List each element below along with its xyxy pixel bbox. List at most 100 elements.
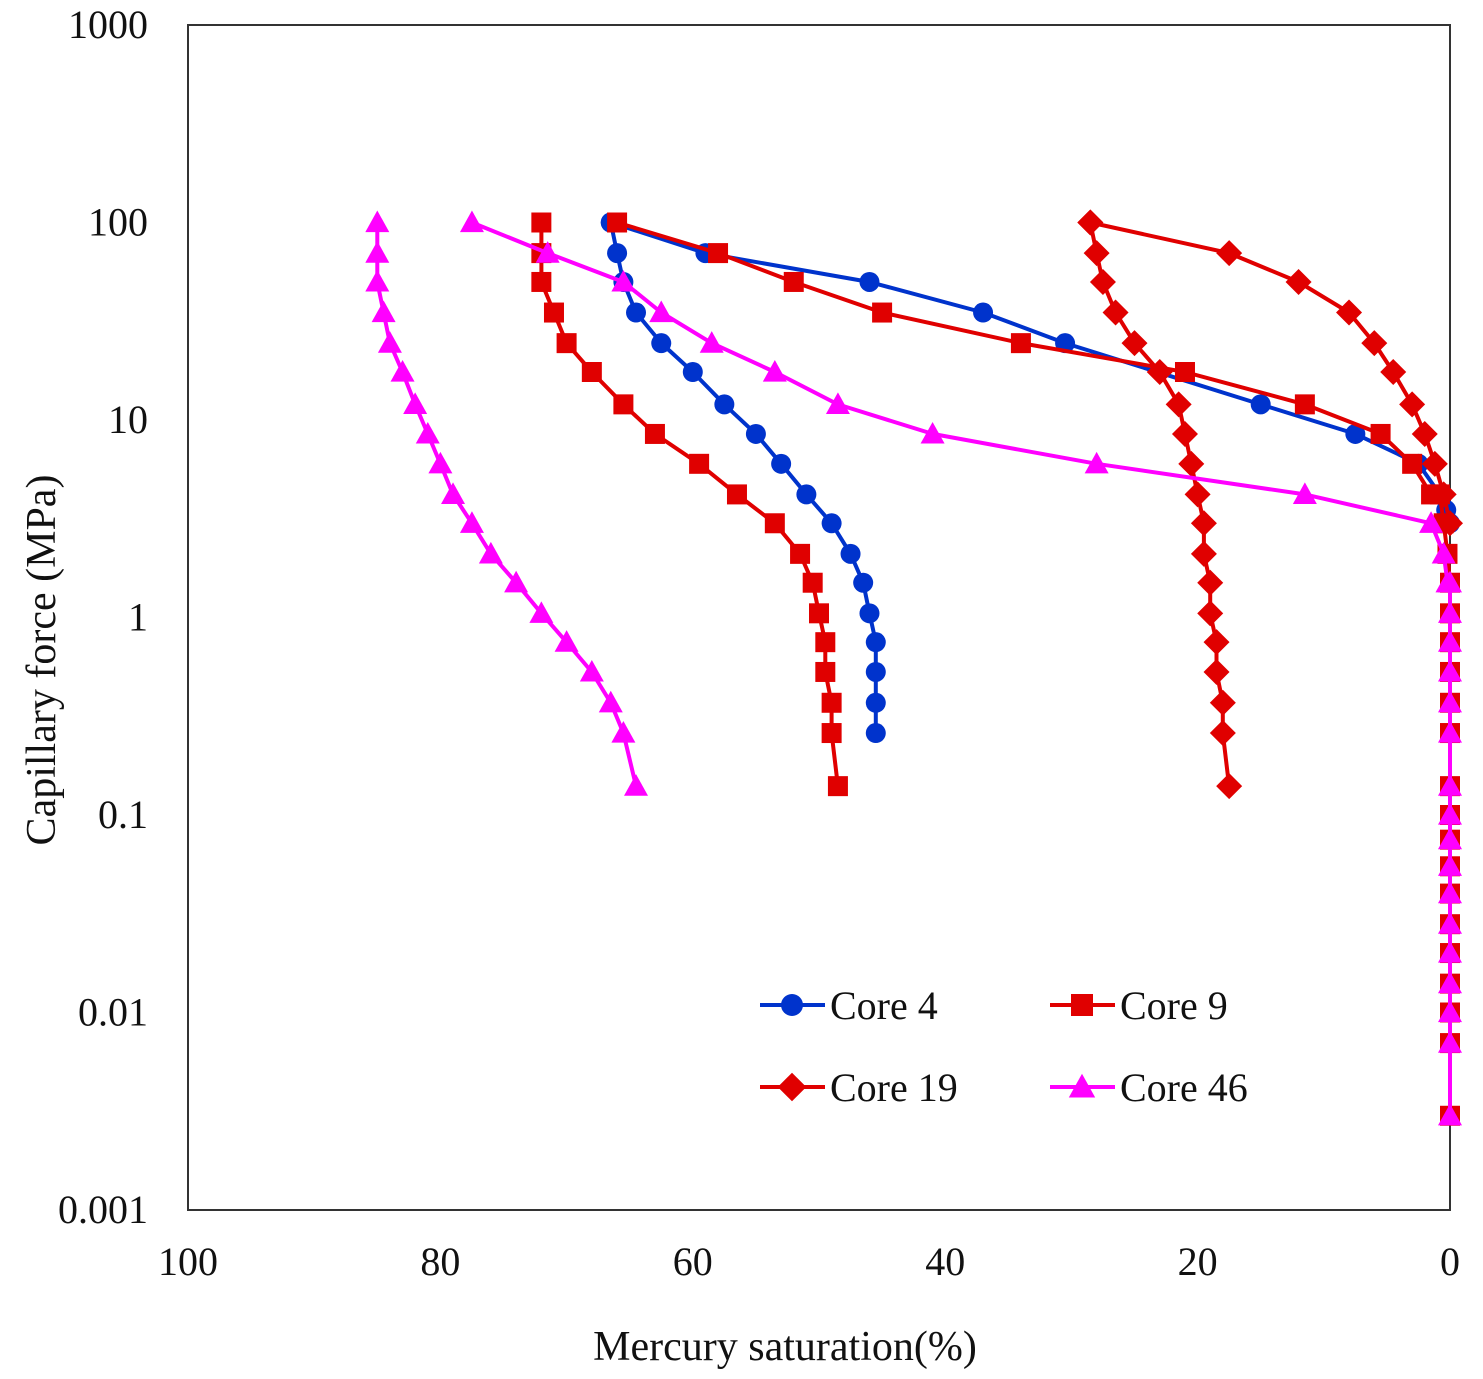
series-line: [539, 222, 840, 787]
data-point: [1361, 330, 1388, 357]
data-point: [821, 723, 842, 744]
data-point: [1438, 1031, 1462, 1053]
data-point: [611, 721, 636, 743]
data-point: [1437, 510, 1463, 537]
data-point: [872, 302, 893, 323]
data-point: [1370, 423, 1391, 444]
data-point: [1421, 450, 1448, 477]
data-point: [815, 661, 836, 682]
data-point: [649, 300, 674, 323]
data-point: [1419, 511, 1444, 533]
data-point: [802, 572, 823, 593]
data-point: [1438, 601, 1462, 623]
data-point: [1438, 630, 1462, 652]
data-point: [1438, 803, 1462, 825]
data-point: [708, 243, 729, 264]
data-point: [764, 513, 785, 534]
data-point: [1250, 394, 1271, 415]
data-point: [840, 543, 861, 564]
data-point: [1438, 659, 1462, 682]
data-point: [865, 723, 886, 744]
data-point: [809, 603, 829, 624]
data-point: [821, 513, 842, 534]
legend-label: Core 46: [1120, 1065, 1248, 1110]
data-point: [459, 210, 484, 233]
data-point: [428, 451, 453, 474]
x-tick-label: 0: [1440, 1239, 1460, 1284]
legend-item: Core 19: [760, 1065, 958, 1110]
data-point: [529, 601, 554, 623]
data-point: [1209, 720, 1236, 747]
data-point: [607, 243, 628, 264]
data-point: [1435, 570, 1460, 593]
data-point: [1438, 971, 1462, 994]
data-point: [859, 271, 880, 292]
y-axis-ticks: 1000 100 10 1 0.1 0.01 0.001: [58, 2, 148, 1232]
data-point: [531, 212, 552, 233]
data-point: [1190, 540, 1217, 567]
data-point: [1083, 240, 1110, 267]
data-point: [441, 482, 466, 505]
data-point: [1174, 362, 1195, 382]
data-point: [1402, 453, 1423, 474]
y-tick-label: 0.1: [98, 792, 148, 837]
y-tick-label: 0.01: [78, 990, 148, 1035]
data-point: [531, 271, 552, 292]
x-tick-label: 20: [1178, 1239, 1218, 1284]
data-point: [1380, 359, 1407, 385]
data-point: [365, 241, 390, 263]
series-line: [610, 220, 1452, 524]
data-point: [1197, 569, 1224, 596]
data-point: [689, 453, 710, 474]
data-point: [1294, 394, 1315, 415]
data-point: [613, 394, 634, 415]
legend-item: Core 4: [760, 983, 938, 1028]
data-point: [1438, 941, 1462, 963]
x-tick-label: 40: [925, 1239, 965, 1284]
series-core-4: [600, 212, 1460, 744]
data-point: [865, 661, 886, 682]
data-point: [1203, 658, 1230, 685]
data-point: [478, 541, 503, 564]
data-point: [624, 774, 649, 796]
data-point: [1121, 330, 1148, 357]
data-point: [859, 603, 880, 624]
data-point: [1178, 450, 1205, 477]
data-point: [920, 421, 945, 444]
data-point: [865, 692, 886, 713]
data-point: [1431, 541, 1456, 564]
x-tick-label: 80: [420, 1239, 460, 1284]
data-point: [853, 572, 874, 593]
data-point: [1190, 510, 1217, 537]
data-point: [745, 423, 766, 444]
data-point: [783, 271, 804, 292]
data-point: [1203, 629, 1230, 656]
x-tick-label: 60: [673, 1239, 713, 1284]
data-point: [699, 331, 724, 353]
data-point: [796, 484, 817, 505]
data-point: [682, 362, 703, 382]
data-point: [579, 659, 604, 682]
data-point: [1165, 391, 1192, 418]
data-point: [1399, 391, 1426, 418]
y-tick-label: 1000: [68, 2, 148, 47]
data-point: [1345, 423, 1366, 444]
data-point: [1438, 1000, 1462, 1023]
data-point: [504, 570, 529, 593]
data-point: [581, 362, 602, 382]
data-point: [1438, 881, 1462, 904]
legend: Core 4 Core 9 Core 19 Core 46: [760, 983, 1248, 1110]
data-point: [1438, 721, 1462, 743]
x-axis-title: Mercury saturation(%): [593, 1324, 977, 1370]
data-point: [1077, 209, 1104, 236]
data-point: [781, 994, 803, 1016]
data-point: [377, 331, 402, 353]
data-point: [762, 360, 787, 382]
data-point: [777, 1072, 807, 1102]
data-point: [626, 302, 647, 323]
data-point: [1068, 1073, 1096, 1098]
legend-label: Core 19: [830, 1065, 958, 1110]
legend-label: Core 9: [1120, 983, 1228, 1028]
legend-label: Core 4: [830, 983, 938, 1028]
